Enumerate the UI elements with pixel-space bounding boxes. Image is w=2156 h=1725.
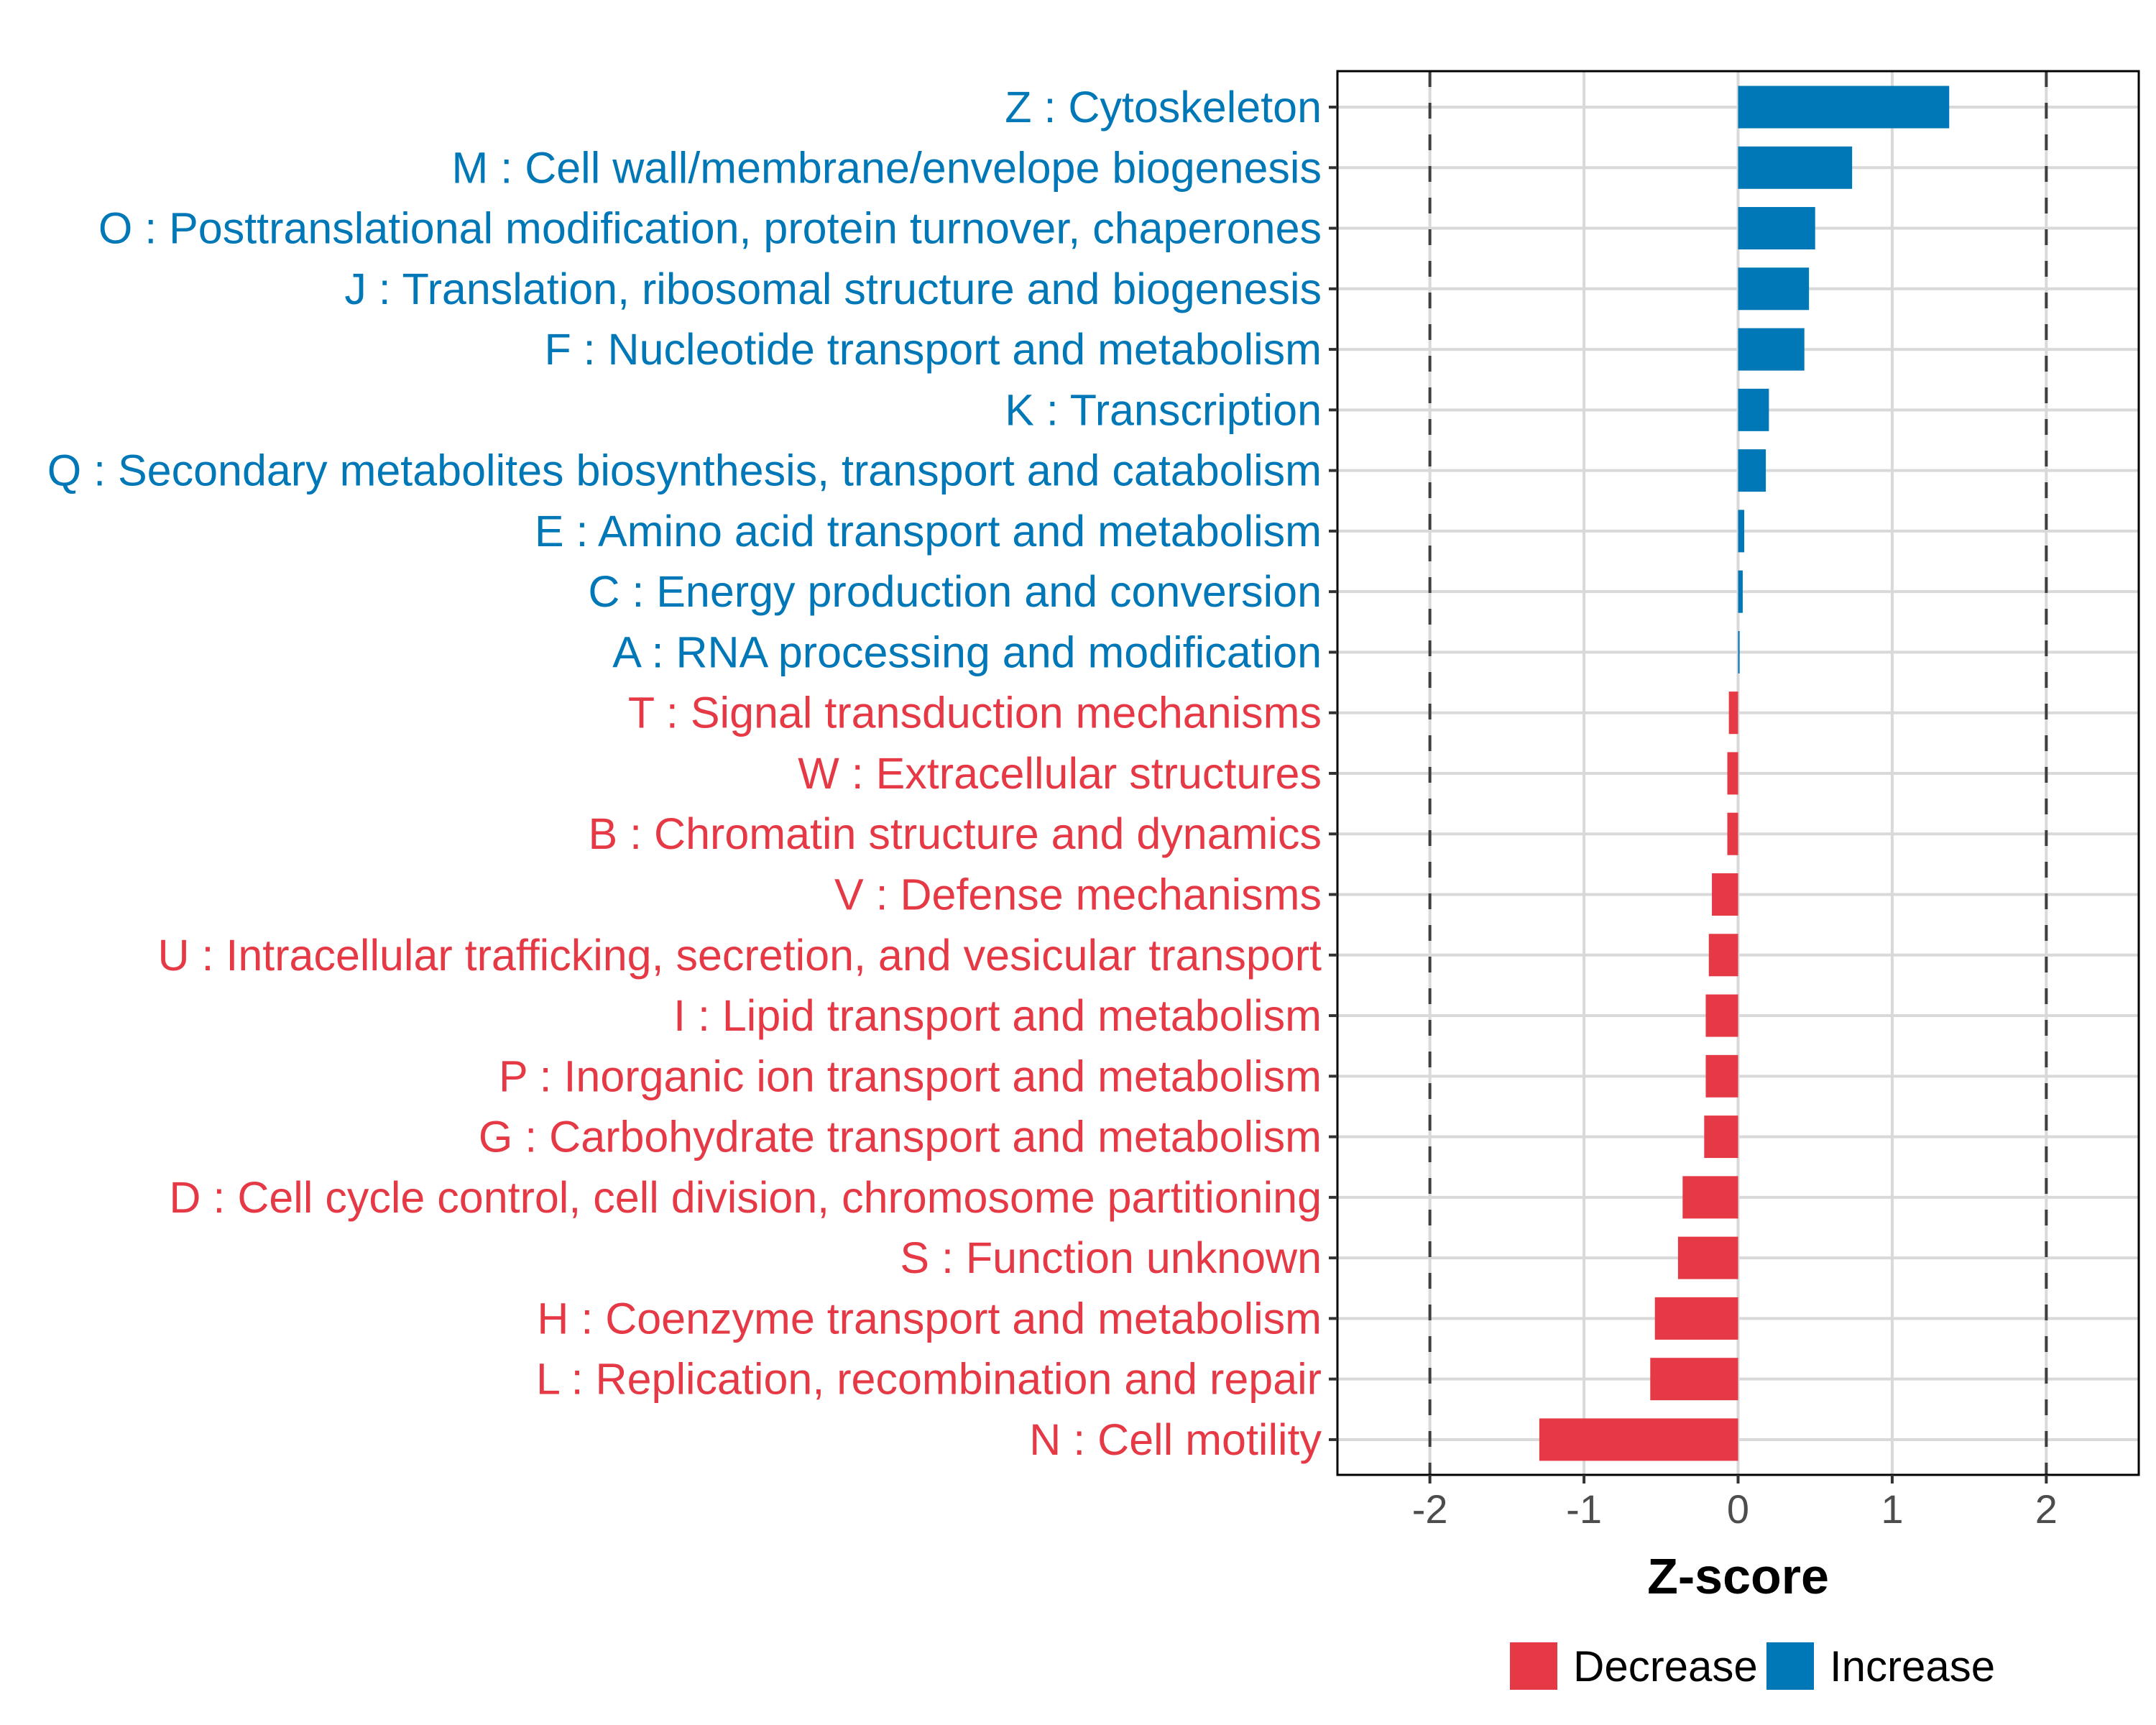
bar xyxy=(1738,570,1743,613)
category-label: C : Energy production and conversion xyxy=(588,567,1322,616)
x-tick-label: 1 xyxy=(1881,1486,1903,1532)
bar xyxy=(1738,267,1810,310)
category-label: B : Chromatin structure and dynamics xyxy=(589,809,1322,858)
y-axis-ticks xyxy=(1329,106,1337,1441)
category-label: D : Cell cycle control, cell division, c… xyxy=(169,1173,1322,1222)
category-label: G : Carbohydrate transport and metabolis… xyxy=(479,1113,1322,1162)
bar xyxy=(1654,1297,1738,1340)
category-label: A : RNA processing and modification xyxy=(612,627,1322,676)
category-label: M : Cell wall/membrane/envelope biogenes… xyxy=(452,143,1322,192)
x-axis-title: Z-score xyxy=(1647,1548,1829,1604)
reference-lines xyxy=(1428,71,2048,1475)
category-label: P : Inorganic ion transport and metaboli… xyxy=(499,1052,1322,1100)
category-label: L : Replication, recombination and repai… xyxy=(536,1355,1322,1404)
category-label: Q : Secondary metabolites biosynthesis, … xyxy=(47,446,1322,495)
bar xyxy=(1705,994,1738,1037)
category-label: J : Translation, ribosomal structure and… xyxy=(344,264,1322,313)
bar xyxy=(1682,1176,1738,1219)
category-label: Z : Cytoskeleton xyxy=(1005,83,1322,132)
category-label: O : Posttranslational modification, prot… xyxy=(98,204,1322,253)
category-label: W : Extracellular structures xyxy=(798,749,1322,798)
category-label: N : Cell motility xyxy=(1029,1415,1322,1464)
bar xyxy=(1728,691,1738,735)
category-label: V : Defense mechanisms xyxy=(834,870,1322,919)
bar xyxy=(1738,510,1745,553)
bar xyxy=(1727,812,1738,855)
bar xyxy=(1738,146,1853,189)
y-axis-category-labels: Z : Cytoskeleton M : Cell wall/membrane/e… xyxy=(47,83,1322,1464)
legend-key-increase xyxy=(1766,1642,1814,1690)
legend-label-increase: Increase xyxy=(1830,1642,1995,1690)
bar xyxy=(1705,1054,1738,1098)
x-axis-ticks: -2 -1 0 1 2 xyxy=(1412,1475,2058,1532)
bars xyxy=(1539,86,1950,1461)
x-tick-label: -1 xyxy=(1566,1486,1602,1532)
category-label: T : Signal transduction mechanisms xyxy=(628,689,1322,737)
category-label: U : Intracellular trafficking, secretion… xyxy=(158,931,1322,980)
x-tick-label: -2 xyxy=(1412,1486,1448,1532)
bar xyxy=(1650,1358,1738,1401)
bar xyxy=(1727,752,1738,795)
legend-key-decrease xyxy=(1510,1642,1557,1690)
category-label: K : Transcription xyxy=(1005,385,1322,434)
bar xyxy=(1539,1418,1738,1461)
legend: Decrease Increase xyxy=(1510,1642,1995,1690)
bar xyxy=(1708,934,1738,977)
bar xyxy=(1704,1116,1738,1159)
x-tick-label: 0 xyxy=(1727,1486,1749,1532)
bar xyxy=(1738,630,1740,673)
bar xyxy=(1738,86,1950,129)
category-label: I : Lipid transport and metabolism xyxy=(673,991,1322,1040)
category-label: S : Function unknown xyxy=(900,1233,1322,1282)
category-label: E : Amino acid transport and metabolism xyxy=(535,507,1322,556)
x-tick-label: 2 xyxy=(2035,1486,2058,1532)
bar xyxy=(1738,449,1766,492)
bar xyxy=(1738,207,1815,250)
bar xyxy=(1738,388,1769,431)
legend-label-decrease: Decrease xyxy=(1573,1642,1758,1690)
bar xyxy=(1712,873,1738,916)
category-label: H : Coenzyme transport and metabolism xyxy=(537,1294,1322,1343)
bar xyxy=(1677,1236,1738,1279)
bar xyxy=(1738,328,1805,371)
category-label: F : Nucleotide transport and metabolism xyxy=(544,325,1322,374)
